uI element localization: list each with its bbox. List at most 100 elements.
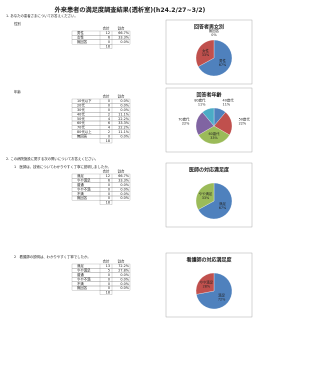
row-label: やや満足 [77, 178, 91, 183]
row-percent: 0.0% [120, 187, 129, 191]
row-label: 40代 [77, 111, 85, 116]
row-percent: 72.2% [118, 264, 130, 268]
row-count: 0 [108, 192, 110, 196]
row-percent: 0.0% [120, 183, 129, 187]
column-header: 割合 [118, 259, 125, 264]
slice-percent: 33% [202, 196, 210, 200]
slice-percent: 67% [219, 206, 227, 210]
row-percent: 22.2% [118, 126, 130, 130]
pie-slice [202, 107, 215, 127]
row-label: 50代 [77, 116, 85, 121]
row-label: 不満 [77, 191, 84, 196]
row-count: 12 [106, 31, 110, 35]
row-label: やや不満 [77, 186, 91, 191]
slice-name: やや満足 [199, 191, 213, 196]
slice-percent: 33% [202, 53, 210, 57]
slice-percent: 11% [198, 103, 206, 107]
total-row [99, 200, 113, 205]
column-header: 合計 [103, 259, 110, 264]
pie-slice [195, 182, 215, 210]
row-label: 30代 [77, 107, 85, 112]
row-count: 0 [108, 40, 110, 44]
row-count: 0 [108, 99, 110, 103]
row-count: 2 [108, 112, 110, 116]
row-label: 女性 [77, 35, 84, 40]
chart-title: 看護師の対応満足度 [185, 257, 232, 264]
column-header: 割合 [118, 94, 125, 99]
row-label: やや不満 [77, 276, 91, 281]
column-header: 合計 [103, 169, 110, 174]
row-label: 無回答 [77, 285, 88, 290]
row-count: 0 [108, 187, 110, 191]
row-label: やや満足 [77, 268, 91, 273]
slice-percent: 67% [219, 63, 227, 67]
row-label: 20代 [77, 103, 85, 108]
slice-name: 40歳代 [223, 98, 235, 103]
chart-title: 医師の対応満足度 [189, 167, 230, 174]
column-header: 割合 [118, 26, 125, 31]
row-count: 6 [108, 121, 110, 125]
total-count: 18 [106, 291, 110, 295]
row-count: 6 [108, 179, 110, 183]
question-label: 1 医師は、技術についてわかりやすく丁寧に説明しましたか。 [14, 164, 111, 169]
page-title: 外来患者の満足度調査結果(透析室)(h24.2/27~3/2) [55, 6, 206, 14]
column-header: 割合 [118, 169, 125, 174]
slice-name: 満足 [218, 292, 225, 297]
row-count: 4 [108, 126, 110, 130]
row-percent: 22.2% [118, 117, 130, 121]
row-percent: 0.0% [120, 108, 129, 112]
pie-slice [198, 39, 233, 77]
slice-name: 女性 [202, 48, 209, 53]
slice-name: 無回答 [209, 28, 220, 33]
slice-percent: 0% [211, 33, 217, 37]
row-percent: 11.1% [118, 112, 130, 116]
row-percent: 33.3% [118, 179, 130, 183]
row-count: 0 [108, 134, 110, 138]
slice-percent: 22% [182, 122, 190, 126]
total-row [99, 290, 113, 295]
row-percent: 0.0% [120, 196, 129, 200]
row-label: 不満 [77, 281, 84, 286]
row-percent: 0.0% [120, 134, 129, 138]
slice-percent: 11% [223, 103, 231, 107]
row-percent: 0.0% [120, 40, 129, 44]
slice-name: 男性 [219, 58, 226, 63]
row-percent: 0.0% [120, 104, 129, 108]
row-count: 6 [108, 36, 110, 40]
row-percent: 0.0% [120, 282, 129, 286]
row-label: 無回答 [77, 133, 88, 138]
row-percent: 66.7% [118, 174, 130, 178]
row-label: 無回答 [77, 39, 88, 44]
pie-slice [195, 272, 215, 295]
question-label: 年齢 [14, 89, 21, 94]
page: 外来患者の満足度調査結果(透析室)(h24.2/27~3/2) 1. あなたの患… [6, 6, 253, 318]
row-label: 男性 [77, 30, 84, 35]
row-label: 満足 [77, 263, 84, 268]
pie-slice [198, 125, 230, 145]
chart-title: 回答者年齢 [196, 92, 222, 99]
section-heading: 2. この病院施設に関する次の問いについてお答えください。 [6, 156, 98, 161]
row-count: 0 [108, 196, 110, 200]
row-count: 5 [108, 269, 110, 273]
row-count: 0 [108, 183, 110, 187]
slice-name: 80歳代 [194, 98, 206, 103]
row-count: 0 [108, 286, 110, 290]
row-count: 12 [106, 174, 110, 178]
row-count: 0 [108, 273, 110, 277]
row-label: 満足 [77, 173, 84, 178]
row-percent: 33.3% [118, 121, 130, 125]
row-label: 普通 [77, 182, 84, 187]
row-label: 10代以下 [77, 98, 92, 103]
row-count: 0 [108, 282, 110, 286]
question-label: 性別 [14, 21, 21, 26]
total-count: 18 [106, 44, 110, 48]
total-row [99, 44, 113, 49]
slice-name: 60歳代 [208, 131, 220, 136]
chart-title: 回答者男女別 [194, 24, 224, 31]
total-row [99, 138, 113, 144]
row-label: 普通 [77, 272, 84, 277]
row-percent: 33.3% [118, 36, 130, 40]
row-count: 0 [108, 108, 110, 112]
total-count: 18 [106, 139, 110, 143]
row-count: 0 [108, 277, 110, 281]
